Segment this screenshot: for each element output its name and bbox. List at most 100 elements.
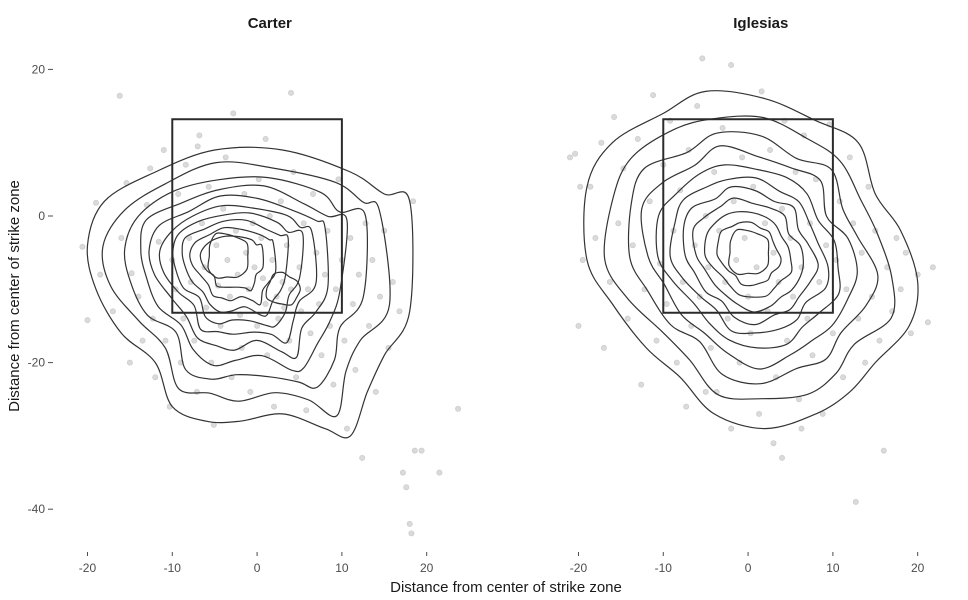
pitch-point xyxy=(924,319,931,326)
pitch-point xyxy=(220,205,227,212)
density-contour xyxy=(682,186,819,326)
pitch-point xyxy=(270,403,277,410)
pitch-point xyxy=(646,198,653,205)
density-contour xyxy=(655,164,841,349)
x-tick-label: -10 xyxy=(164,561,182,575)
pitch-point xyxy=(615,220,622,227)
panel-carter: Carter -20 -10 0 10 20 xyxy=(79,15,462,575)
panel-title: Iglesias xyxy=(733,15,788,32)
pitch-point xyxy=(804,315,811,322)
pitch-point xyxy=(347,235,354,242)
pitch-point xyxy=(436,469,443,476)
pitch-point xyxy=(224,256,231,263)
pitch-point xyxy=(128,270,135,277)
pitch-point xyxy=(118,235,125,242)
pitch-point xyxy=(254,322,261,329)
density-contour xyxy=(189,226,277,306)
pitch-point xyxy=(182,161,189,168)
pitch-point xyxy=(897,286,904,293)
density-peak-contour xyxy=(728,228,770,276)
pitch-point xyxy=(335,176,342,183)
density-contour xyxy=(181,219,289,317)
density-contour xyxy=(692,197,805,313)
pitch-point xyxy=(753,264,760,271)
density-contour xyxy=(140,184,348,373)
pitch-point xyxy=(205,183,212,190)
x-tick-label: -20 xyxy=(570,561,588,575)
pitch-point xyxy=(758,88,765,95)
density-contour xyxy=(148,194,329,360)
pitch-point xyxy=(624,315,631,322)
x-tick-label: 0 xyxy=(745,561,752,575)
pitch-point xyxy=(97,271,104,278)
pitch-point xyxy=(876,337,883,344)
pitch-point xyxy=(865,183,872,190)
pitch-point xyxy=(287,89,294,96)
pitch-point xyxy=(770,440,777,447)
x-tick-label: -20 xyxy=(79,561,97,575)
pitch-point xyxy=(93,199,100,206)
pitch-point xyxy=(702,388,709,395)
pitch-point xyxy=(711,169,718,176)
pitch-point xyxy=(862,359,869,366)
pitch-point xyxy=(403,484,410,491)
density-peak-contour xyxy=(207,232,249,279)
pitch-point xyxy=(277,198,284,205)
pitch-point xyxy=(275,315,282,322)
pitch-point xyxy=(79,243,86,250)
y-tick-label: 0 xyxy=(38,209,45,223)
density-contour xyxy=(669,176,830,335)
pitch-point xyxy=(795,396,802,403)
y-tick-label: -40 xyxy=(28,502,46,516)
pitch-point xyxy=(152,374,159,381)
density-contour xyxy=(199,235,264,292)
pitch-point xyxy=(304,286,311,293)
pitch-point xyxy=(126,359,133,366)
pitch-point xyxy=(728,61,735,68)
pitch-point xyxy=(784,337,791,344)
pitch-points xyxy=(79,89,462,537)
density-peak-contour xyxy=(265,271,301,306)
density-contour xyxy=(583,90,919,430)
x-tick-label: 20 xyxy=(420,561,434,575)
pitch-point xyxy=(247,388,254,395)
panel-title: Carter xyxy=(248,15,292,32)
pitch-point xyxy=(683,403,690,410)
pitch-point xyxy=(369,256,376,263)
pitch-point xyxy=(728,425,735,432)
pitch-point xyxy=(579,256,586,263)
x-axis-title: Distance from center of strike zone xyxy=(390,579,622,596)
density-contours xyxy=(583,90,919,430)
pitch-point xyxy=(846,154,853,161)
pitch-point xyxy=(160,147,167,154)
pitch-point xyxy=(577,183,584,190)
pitch-point xyxy=(259,275,266,282)
density-contour xyxy=(703,211,793,298)
pitch-point xyxy=(389,278,396,285)
pitch-point xyxy=(816,278,823,285)
pitch-point xyxy=(750,183,757,190)
pitch-point xyxy=(180,315,187,322)
strike-zone xyxy=(171,118,343,314)
pitch-point xyxy=(809,352,816,359)
pitch-point xyxy=(330,381,337,388)
pitch-point xyxy=(600,344,607,351)
pitch-point xyxy=(343,425,350,432)
pitch-point xyxy=(116,92,123,99)
pitch-point xyxy=(902,249,909,256)
pitch-point xyxy=(359,454,366,461)
density-contours xyxy=(86,146,414,439)
pitch-point xyxy=(230,110,237,117)
pitch-point xyxy=(193,388,200,395)
chart-panels: Carter -20 -10 0 10 20 Iglesias -20 -10 0 10 20 xyxy=(79,15,936,575)
pitch-point xyxy=(606,278,613,285)
pitch-point xyxy=(650,92,657,99)
pitch-point xyxy=(109,308,116,315)
pitch-point xyxy=(196,132,203,139)
pitch-point xyxy=(175,191,182,198)
pitch-point xyxy=(191,337,198,344)
pitch-point xyxy=(269,256,276,263)
pitch-point xyxy=(84,317,91,324)
pitch-point xyxy=(411,447,418,454)
